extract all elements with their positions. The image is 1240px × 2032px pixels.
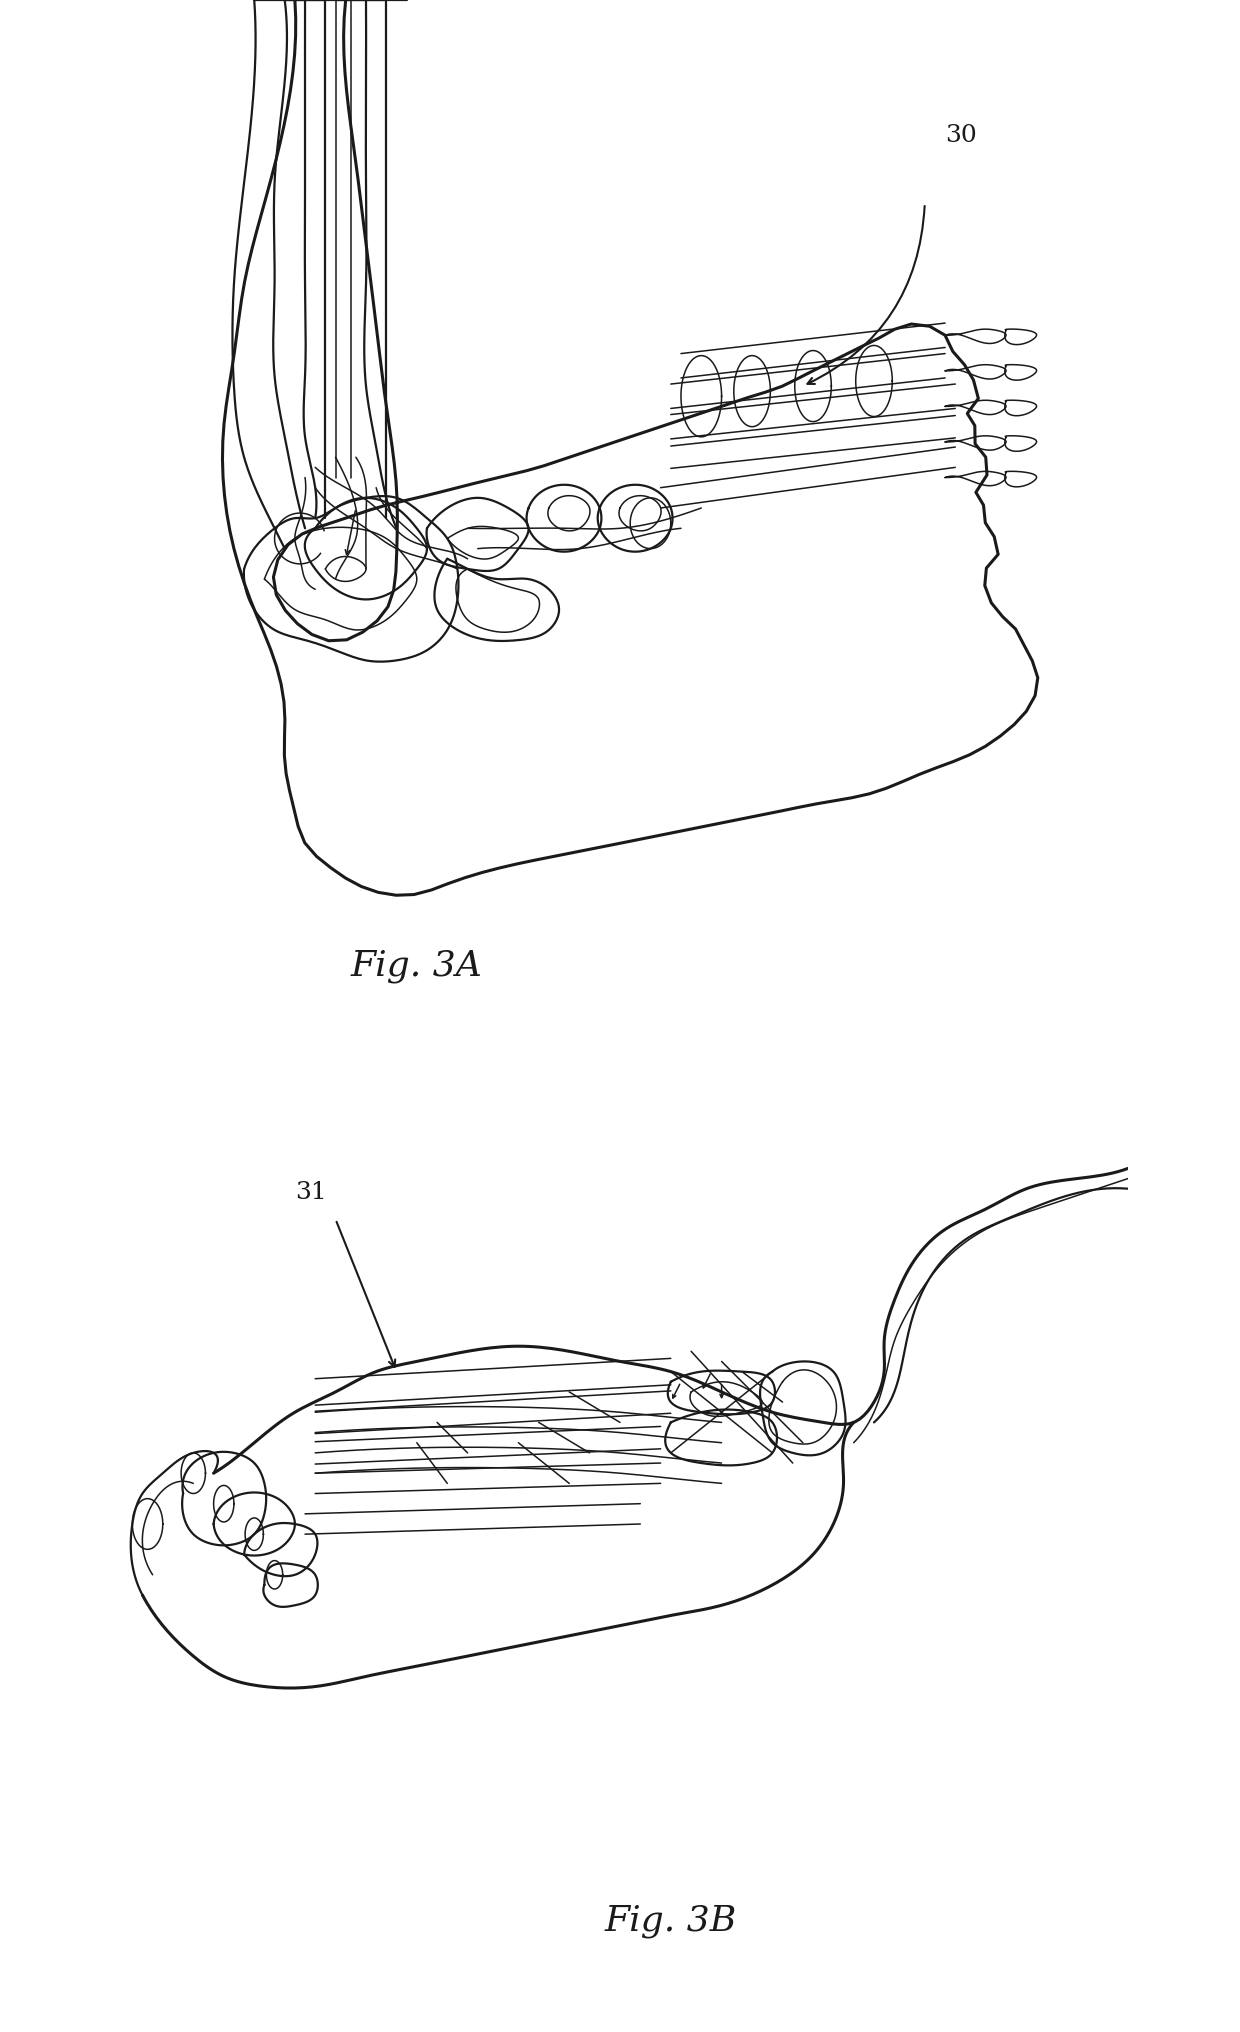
Text: Fig. 3A: Fig. 3A bbox=[351, 949, 482, 983]
Text: 31: 31 bbox=[295, 1181, 326, 1203]
Text: 30: 30 bbox=[945, 124, 977, 146]
Text: Fig. 3B: Fig. 3B bbox=[605, 1904, 737, 1939]
